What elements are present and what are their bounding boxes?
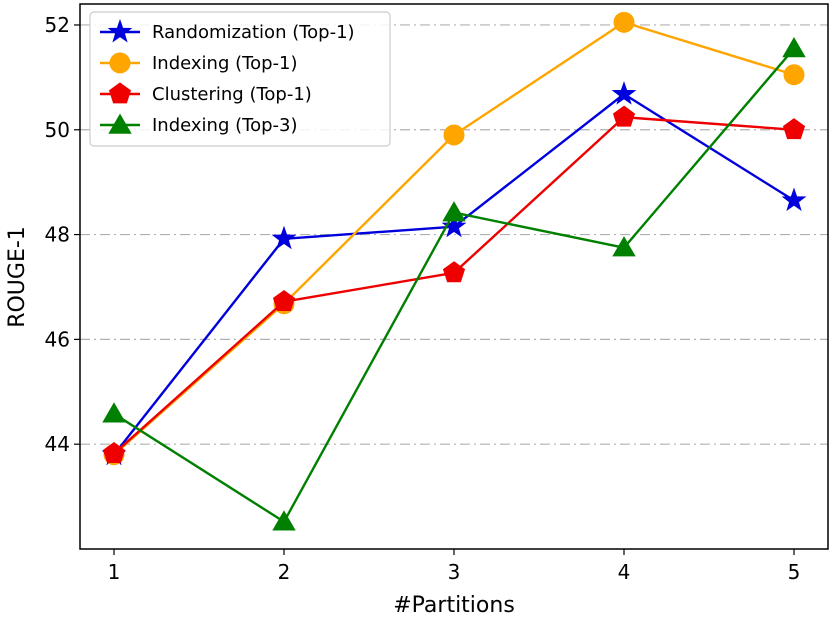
y-axis-label: ROUGE-1 <box>5 226 30 328</box>
legend-marker <box>108 82 132 104</box>
legend-marker <box>109 52 131 74</box>
x-tick-label: 3 <box>448 560 461 584</box>
data-point <box>612 236 636 257</box>
legend-label: Clustering (Top-1) <box>152 84 312 105</box>
data-point <box>782 118 806 140</box>
series-3 <box>102 37 806 531</box>
legend-label: Indexing (Top-1) <box>152 53 297 74</box>
legend-marker <box>107 18 133 43</box>
legend-marker <box>108 113 132 134</box>
data-point <box>272 510 296 531</box>
legend: Randomization (Top-1) Indexing (Top-1) Clu… <box>89 11 391 147</box>
x-axis-label: #Partitions <box>393 593 515 618</box>
y-axis: 44 46 48 50 52 <box>45 13 80 456</box>
data-point <box>102 442 126 464</box>
data-point <box>442 201 466 222</box>
data-point <box>783 64 805 86</box>
series-group <box>101 11 807 531</box>
data-point <box>102 402 126 423</box>
data-point <box>272 290 296 312</box>
y-tick-label: 50 <box>45 118 70 142</box>
data-point <box>781 187 807 212</box>
y-tick-label: 44 <box>45 432 70 456</box>
data-point <box>612 105 636 127</box>
legend-box <box>89 11 391 147</box>
x-tick-label: 5 <box>788 560 801 584</box>
legend-label: Randomization (Top-1) <box>152 22 355 43</box>
x-tick-label: 1 <box>108 560 121 584</box>
x-tick-label: 2 <box>278 560 291 584</box>
data-point <box>611 81 637 105</box>
y-tick-label: 52 <box>45 13 70 37</box>
data-point <box>442 261 466 283</box>
legend-label: Indexing (Top-3) <box>152 115 297 136</box>
y-tick-label: 46 <box>45 327 70 351</box>
data-point <box>613 11 635 33</box>
data-point <box>441 213 467 238</box>
data-point <box>782 37 806 58</box>
x-axis: 1 2 3 4 5 <box>108 549 801 584</box>
x-tick-label: 4 <box>618 560 631 584</box>
series-2 <box>102 105 806 464</box>
y-tick-label: 48 <box>45 223 70 247</box>
data-point <box>443 124 465 146</box>
data-point <box>271 225 297 250</box>
